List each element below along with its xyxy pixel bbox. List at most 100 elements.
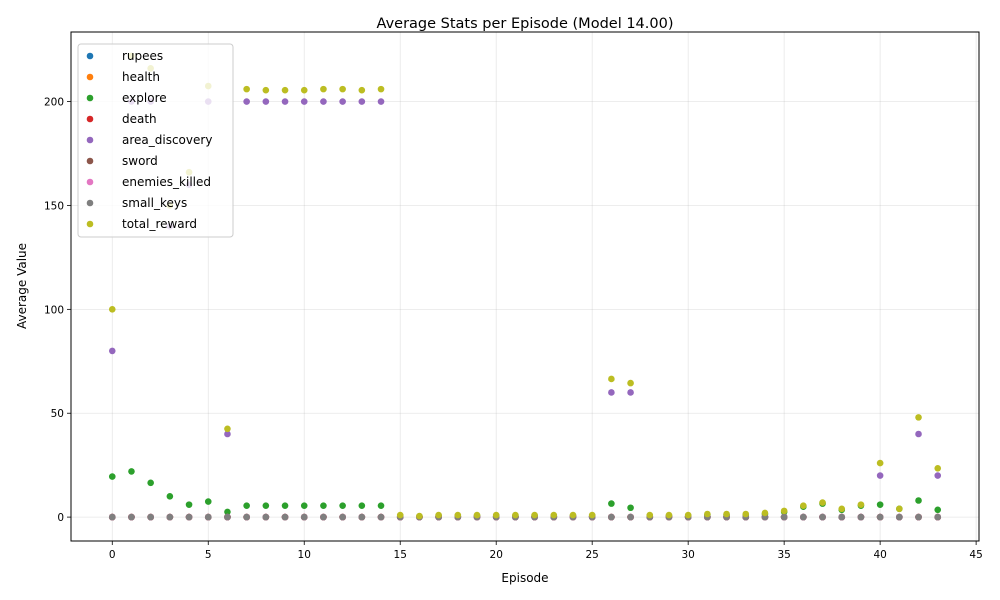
data-point [512, 511, 519, 519]
axis-ticks: 0 5 10 15 20 25 30 35 40 45 0 50 100 150 200 [44, 97, 983, 561]
data-point [320, 85, 327, 93]
legend-marker [86, 115, 94, 123]
data-point [934, 506, 942, 514]
data-point [262, 502, 270, 509]
data-point [108, 473, 116, 480]
x-tick-label: 15 [394, 549, 407, 561]
x-tick-label: 5 [205, 549, 212, 561]
data-point [320, 502, 327, 509]
data-point [224, 508, 231, 516]
data-point [108, 347, 116, 355]
legend-marker [86, 220, 94, 228]
data-point [665, 511, 673, 519]
data-point [243, 98, 250, 105]
legend-marker [86, 136, 94, 144]
data-point [243, 513, 250, 521]
data-point [876, 501, 884, 508]
data-point [934, 472, 942, 479]
data-point [473, 511, 481, 519]
data-point [224, 425, 231, 433]
x-tick-label: 35 [777, 549, 790, 561]
data-point [492, 511, 500, 519]
legend-label: small_keys [122, 196, 187, 210]
data-point [224, 513, 231, 521]
legend-label: death [122, 112, 157, 126]
data-point [857, 513, 865, 521]
data-point [147, 479, 154, 487]
data-point [262, 98, 270, 105]
data-point [166, 493, 174, 500]
grid-lines [71, 32, 979, 541]
legend-label: health [122, 70, 160, 84]
x-tick-label: 25 [586, 549, 599, 561]
data-point [204, 513, 212, 521]
legend-label: area_discovery [122, 133, 212, 147]
data-point [358, 98, 366, 105]
y-axis-label: Average Value [15, 243, 29, 329]
data-point [569, 511, 577, 519]
data-point [838, 513, 846, 521]
data-point [358, 502, 366, 509]
data-point [358, 86, 366, 94]
data-point [300, 513, 308, 521]
data-point [627, 389, 634, 396]
data-point [876, 472, 884, 479]
data-point [262, 513, 270, 521]
data-point [300, 86, 308, 94]
data-point [185, 513, 193, 521]
data-point [108, 306, 116, 313]
data-point [377, 513, 385, 521]
data-point [243, 85, 250, 93]
y-tick-label: 150 [44, 200, 64, 212]
data-point [166, 513, 174, 521]
data-point [915, 513, 922, 521]
data-point [876, 513, 884, 521]
data-point [128, 468, 135, 475]
y-tick-label: 0 [57, 512, 64, 524]
data-point [896, 513, 903, 521]
data-point [377, 502, 385, 509]
data-point [838, 505, 846, 513]
data-point [281, 502, 289, 509]
data-point [416, 512, 423, 520]
data-point [934, 464, 942, 472]
data-point [128, 513, 135, 521]
x-tick-label: 45 [969, 549, 982, 561]
data-point [281, 513, 289, 521]
data-point [281, 86, 289, 94]
data-point [780, 507, 788, 515]
data-point [800, 513, 807, 521]
y-tick-label: 200 [44, 97, 64, 109]
data-point [243, 502, 250, 509]
y-tick-label: 100 [44, 304, 64, 316]
data-point [627, 379, 634, 387]
data-point [646, 511, 654, 519]
data-point [262, 86, 270, 94]
data-point [915, 430, 922, 438]
data-point [780, 513, 788, 521]
data-point [108, 513, 116, 521]
data-point [224, 430, 231, 438]
legend-marker [86, 94, 94, 102]
legend-marker [86, 178, 94, 186]
data-point [320, 513, 327, 521]
x-tick-label: 20 [490, 549, 503, 561]
legend-box [77, 43, 234, 238]
data-point [339, 502, 346, 509]
data-point [339, 513, 346, 521]
x-tick-label: 0 [109, 549, 116, 561]
data-point [550, 511, 558, 519]
legend-marker [86, 52, 94, 60]
data-point [684, 511, 692, 519]
y-tick-label: 50 [51, 408, 64, 420]
legend-label: explore [122, 91, 167, 105]
data-point [627, 513, 634, 521]
data-point [742, 510, 750, 518]
legend-marker [86, 199, 94, 207]
data-point [339, 98, 346, 105]
data-points [108, 52, 942, 521]
chart-title: Average Stats per Episode (Model 14.00) [377, 16, 674, 32]
data-point [876, 459, 884, 467]
data-point [377, 98, 385, 105]
